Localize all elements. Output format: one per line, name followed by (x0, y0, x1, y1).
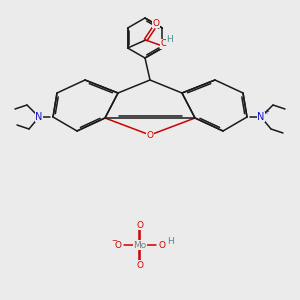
Text: H: H (167, 236, 173, 245)
Text: H: H (166, 35, 173, 44)
Text: N: N (257, 112, 265, 122)
Text: O: O (115, 241, 122, 250)
Text: N: N (35, 112, 43, 122)
Text: +: + (263, 109, 269, 115)
Text: O: O (136, 220, 143, 230)
Text: O: O (136, 260, 143, 269)
Text: O: O (158, 241, 166, 250)
Text: Mo: Mo (134, 241, 147, 250)
Text: O: O (152, 19, 159, 28)
Text: O: O (160, 40, 167, 49)
Text: O: O (146, 130, 154, 140)
Text: −: − (111, 238, 117, 244)
